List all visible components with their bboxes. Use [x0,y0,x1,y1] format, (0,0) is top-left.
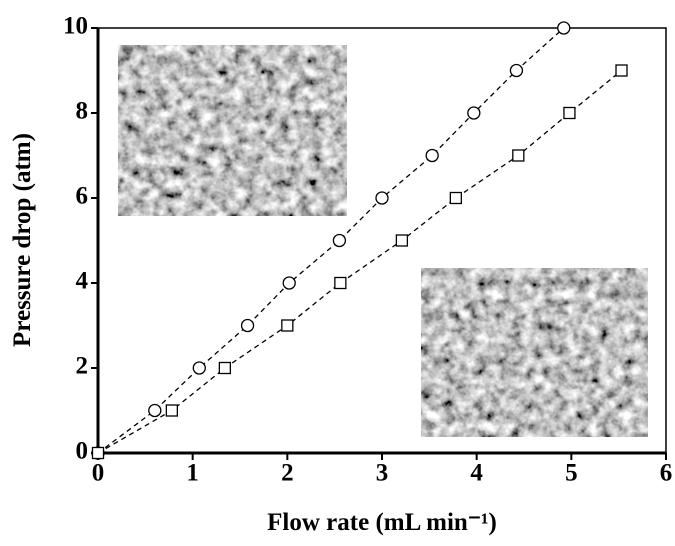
x-tick-label: 6 [660,460,673,487]
y-tick-label: 0 [76,438,89,465]
data-point [148,403,162,418]
series-line [97,69,622,454]
y-tick-label: 10 [63,13,88,40]
data-point [282,276,296,290]
x-tick-label: 1 [186,460,199,487]
data-point [375,191,389,205]
data-point [192,361,206,375]
y-tick-label: 2 [76,353,89,380]
y-tick-label: 8 [76,98,89,125]
data-point [91,446,105,460]
data-point [165,404,178,417]
data-point [467,106,481,120]
data-point [332,233,347,248]
data-point [425,148,439,163]
data-point [563,106,576,120]
data-point [509,63,524,78]
series-line [97,27,565,454]
y-tick-label: 4 [76,268,89,295]
data-point [218,361,232,375]
data-point [240,318,255,333]
data-point [395,234,409,247]
x-tick-label: 3 [376,460,389,487]
y-tick-label: 6 [76,183,89,210]
data-point [557,21,571,35]
x-tick-label: 5 [565,460,578,487]
data-point [334,276,347,290]
data-point [449,191,462,205]
sem-image-inset [118,45,347,216]
data-point [512,149,525,162]
data-point [615,64,628,77]
x-axis-label: Flow rate (mL min⁻¹) [267,509,497,536]
x-tick-label: 4 [470,460,483,487]
y-axis-label: Pressure drop (atm) [9,133,36,347]
x-tick-label: 0 [92,460,105,487]
sem-image-inset [421,268,648,437]
x-tick-label: 2 [281,460,294,487]
data-point [281,319,294,332]
